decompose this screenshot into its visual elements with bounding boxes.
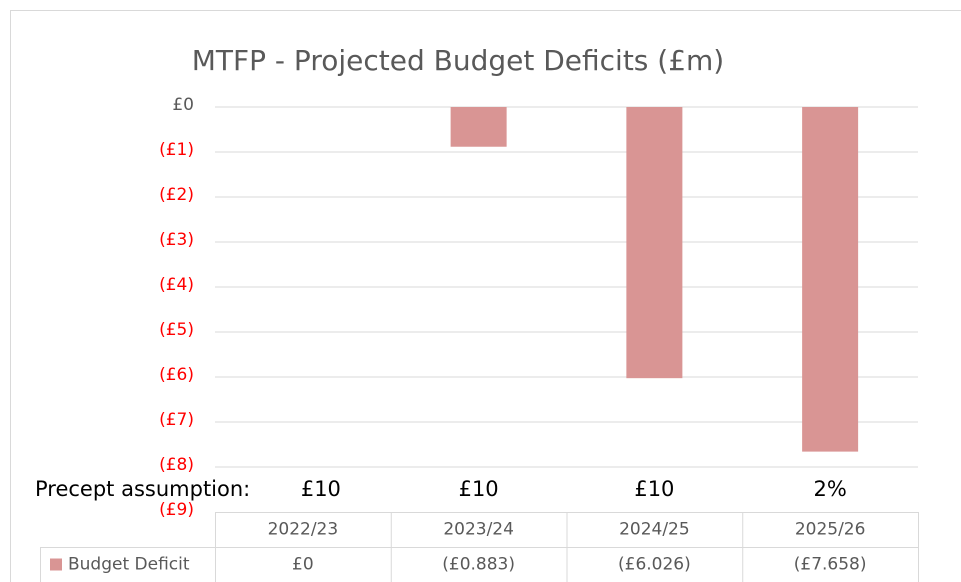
y-tick-label: (£8) [159, 455, 194, 475]
x-tick-label: 2025/26 [795, 520, 866, 540]
data-label: £0 [292, 555, 314, 575]
legend-key [50, 558, 62, 571]
x-tick-label: 2024/25 [619, 520, 690, 540]
annotation-value: £10 [634, 477, 674, 501]
y-tick-label: £0 [172, 95, 194, 115]
y-tick-label: (£9) [159, 500, 194, 520]
y-tick-label: (£6) [159, 365, 194, 385]
data-label: (£0.883) [442, 555, 515, 575]
bar [626, 107, 683, 379]
y-tick-label: (£5) [159, 320, 194, 340]
annotation-label: Precept assumption: [35, 477, 250, 501]
annotation-value: 2% [813, 477, 846, 501]
annotation-value: £10 [301, 477, 341, 501]
data-label: (£6.026) [618, 555, 691, 575]
bar [802, 107, 859, 452]
data-label: (£7.658) [794, 555, 867, 575]
y-tick-label: (£7) [159, 410, 194, 430]
y-tick-label: (£1) [159, 140, 194, 160]
x-tick-label: 2023/24 [443, 520, 514, 540]
legend-label: Budget Deficit [68, 555, 190, 575]
y-tick-label: (£2) [159, 185, 194, 205]
x-tick-label: 2022/23 [268, 520, 339, 540]
annotation-value: £10 [459, 477, 499, 501]
chart-title: MTFP - Projected Budget Deficits (£m) [192, 44, 724, 77]
bar [450, 107, 507, 147]
y-tick-label: (£3) [159, 230, 194, 250]
y-tick-label: (£4) [159, 275, 194, 295]
